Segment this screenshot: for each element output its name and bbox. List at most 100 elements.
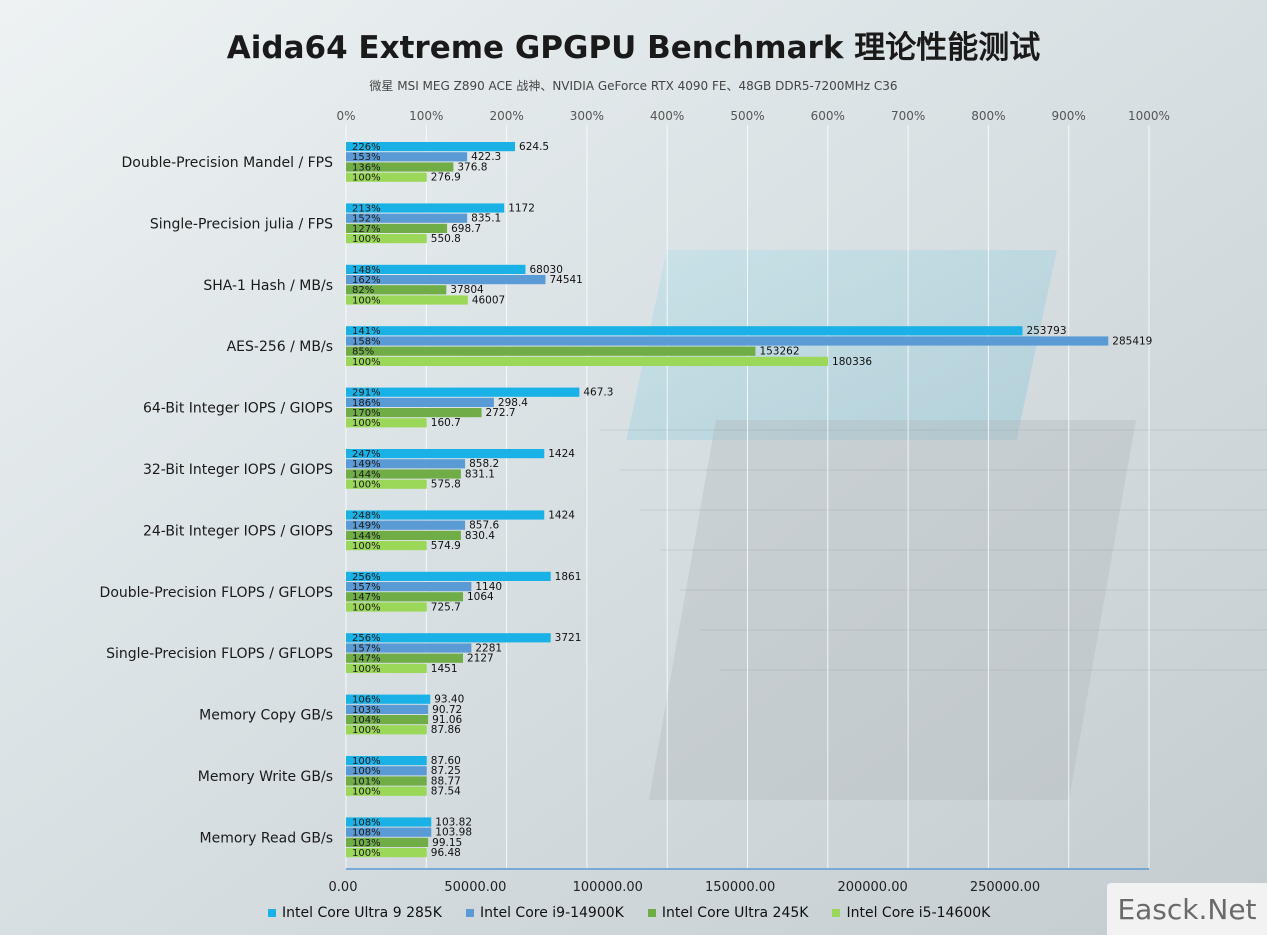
bar	[346, 387, 580, 397]
bar-percent-label: 100%	[352, 480, 381, 491]
bar	[346, 285, 447, 295]
bar	[346, 520, 466, 530]
bar	[346, 172, 427, 182]
bar-value-label: 831.1	[465, 468, 495, 480]
bar-value-label: 1451	[431, 663, 458, 675]
bar	[346, 234, 427, 244]
bar-value-label: 103.82	[435, 816, 472, 828]
category-label: Memory Copy GB/s	[199, 708, 333, 724]
bar-percent-label: 213%	[352, 203, 381, 214]
bar-percent-label: 100%	[352, 756, 381, 767]
bar	[346, 356, 829, 366]
bar-percent-label: 144%	[352, 531, 381, 542]
legend-swatch-s1	[268, 909, 276, 917]
bar	[346, 571, 551, 581]
x-bottom-tick-label: 100000.00	[573, 880, 643, 895]
bar	[346, 817, 432, 827]
bar-percent-label: 157%	[352, 643, 381, 654]
bar-percent-label: 101%	[352, 776, 381, 787]
bar	[346, 592, 463, 602]
x-top-tick-label: 500%	[730, 109, 764, 123]
bar-percent-label: 104%	[352, 715, 381, 726]
bar	[346, 602, 427, 612]
x-bottom-tick-label: 0.00	[329, 880, 358, 895]
bar	[346, 827, 432, 837]
bar-value-label: 376.8	[457, 161, 487, 173]
category-label: Memory Read GB/s	[200, 830, 333, 846]
bar-value-label: 298.4	[498, 397, 528, 409]
bar	[346, 704, 429, 714]
bar-percent-label: 157%	[352, 582, 381, 593]
bar-value-label: 1424	[548, 448, 575, 460]
bar-value-label: 3721	[555, 632, 582, 644]
bar	[346, 469, 461, 479]
bar	[346, 837, 429, 847]
bar-value-label: 180336	[832, 356, 872, 368]
bar-percent-label: 141%	[352, 326, 381, 337]
bar	[346, 756, 427, 766]
bar-percent-label: 149%	[352, 459, 381, 470]
bar-percent-label: 100%	[352, 725, 381, 736]
bar-value-label: 272.7	[486, 407, 516, 419]
bar-percent-label: 100%	[352, 602, 381, 613]
legend-item-s1: Intel Core Ultra 9 285K	[268, 905, 442, 921]
bar-value-label: 276.9	[431, 172, 461, 184]
bar-value-label: 858.2	[469, 458, 499, 470]
bar-percent-label: 147%	[352, 592, 381, 603]
bar-percent-label: 100%	[352, 418, 381, 429]
legend-label: Intel Core Ultra 9 285K	[282, 905, 442, 921]
bar-value-label: 550.8	[431, 233, 461, 245]
bar	[346, 479, 427, 489]
category-label: SHA-1 Hash / MB/s	[203, 278, 333, 294]
x-bottom-tick-label: 50000.00	[444, 880, 506, 895]
bar-percent-label: 100%	[352, 541, 381, 552]
bar	[346, 408, 482, 418]
bar-value-label: 99.15	[432, 837, 462, 849]
legend-label: Intel Core i9-14900K	[479, 905, 624, 921]
bar-value-label: 87.60	[431, 755, 461, 767]
bar	[346, 264, 526, 274]
bar-percent-label: 148%	[352, 265, 381, 276]
x-top-tick-label: 1000%	[1128, 109, 1170, 123]
legend-label: Intel Core Ultra 245K	[661, 905, 809, 921]
x-top-tick-label: 0%	[336, 109, 355, 123]
bar-value-label: 96.48	[431, 847, 461, 859]
bar-value-label: 2127	[467, 653, 494, 665]
bar	[346, 541, 427, 551]
bar-value-label: 87.86	[431, 724, 461, 736]
bar	[346, 346, 756, 356]
bar-percent-label: 186%	[352, 398, 381, 409]
watermark: Easck.Net	[1107, 883, 1267, 935]
bar	[346, 449, 545, 459]
bar-percent-label: 248%	[352, 510, 381, 521]
bar-value-label: 835.1	[471, 213, 501, 225]
bar	[346, 786, 427, 796]
bar-percent-label: 149%	[352, 521, 381, 532]
bar-value-label: 1861	[555, 571, 582, 583]
bar-value-label: 830.4	[465, 530, 495, 542]
bar	[346, 326, 1023, 336]
bar-percent-label: 144%	[352, 469, 381, 480]
bar	[346, 152, 468, 162]
bar	[346, 776, 427, 786]
bar-percent-label: 147%	[352, 654, 381, 665]
bar-percent-label: 152%	[352, 214, 381, 225]
bar	[346, 848, 427, 858]
bar-value-label: 575.8	[431, 479, 461, 491]
bar-percent-label: 100%	[352, 295, 381, 306]
bar-value-label: 857.6	[469, 520, 499, 532]
bar	[346, 766, 427, 776]
bar-value-label: 90.72	[432, 704, 462, 716]
legend-label: Intel Core i5-14600K	[846, 905, 991, 921]
bar-value-label: 422.3	[471, 151, 501, 163]
bar-value-label: 1140	[475, 581, 502, 593]
bar-value-label: 103.98	[435, 827, 472, 839]
legend-item-s4: Intel Core i5-14600K	[832, 905, 990, 921]
x-top-tick-label: 400%	[650, 109, 684, 123]
bar-value-label: 87.25	[431, 765, 461, 777]
bar	[346, 203, 505, 213]
category-label: AES-256 / MB/s	[227, 339, 333, 355]
bar	[346, 725, 427, 735]
x-top-tick-label: 900%	[1052, 109, 1086, 123]
